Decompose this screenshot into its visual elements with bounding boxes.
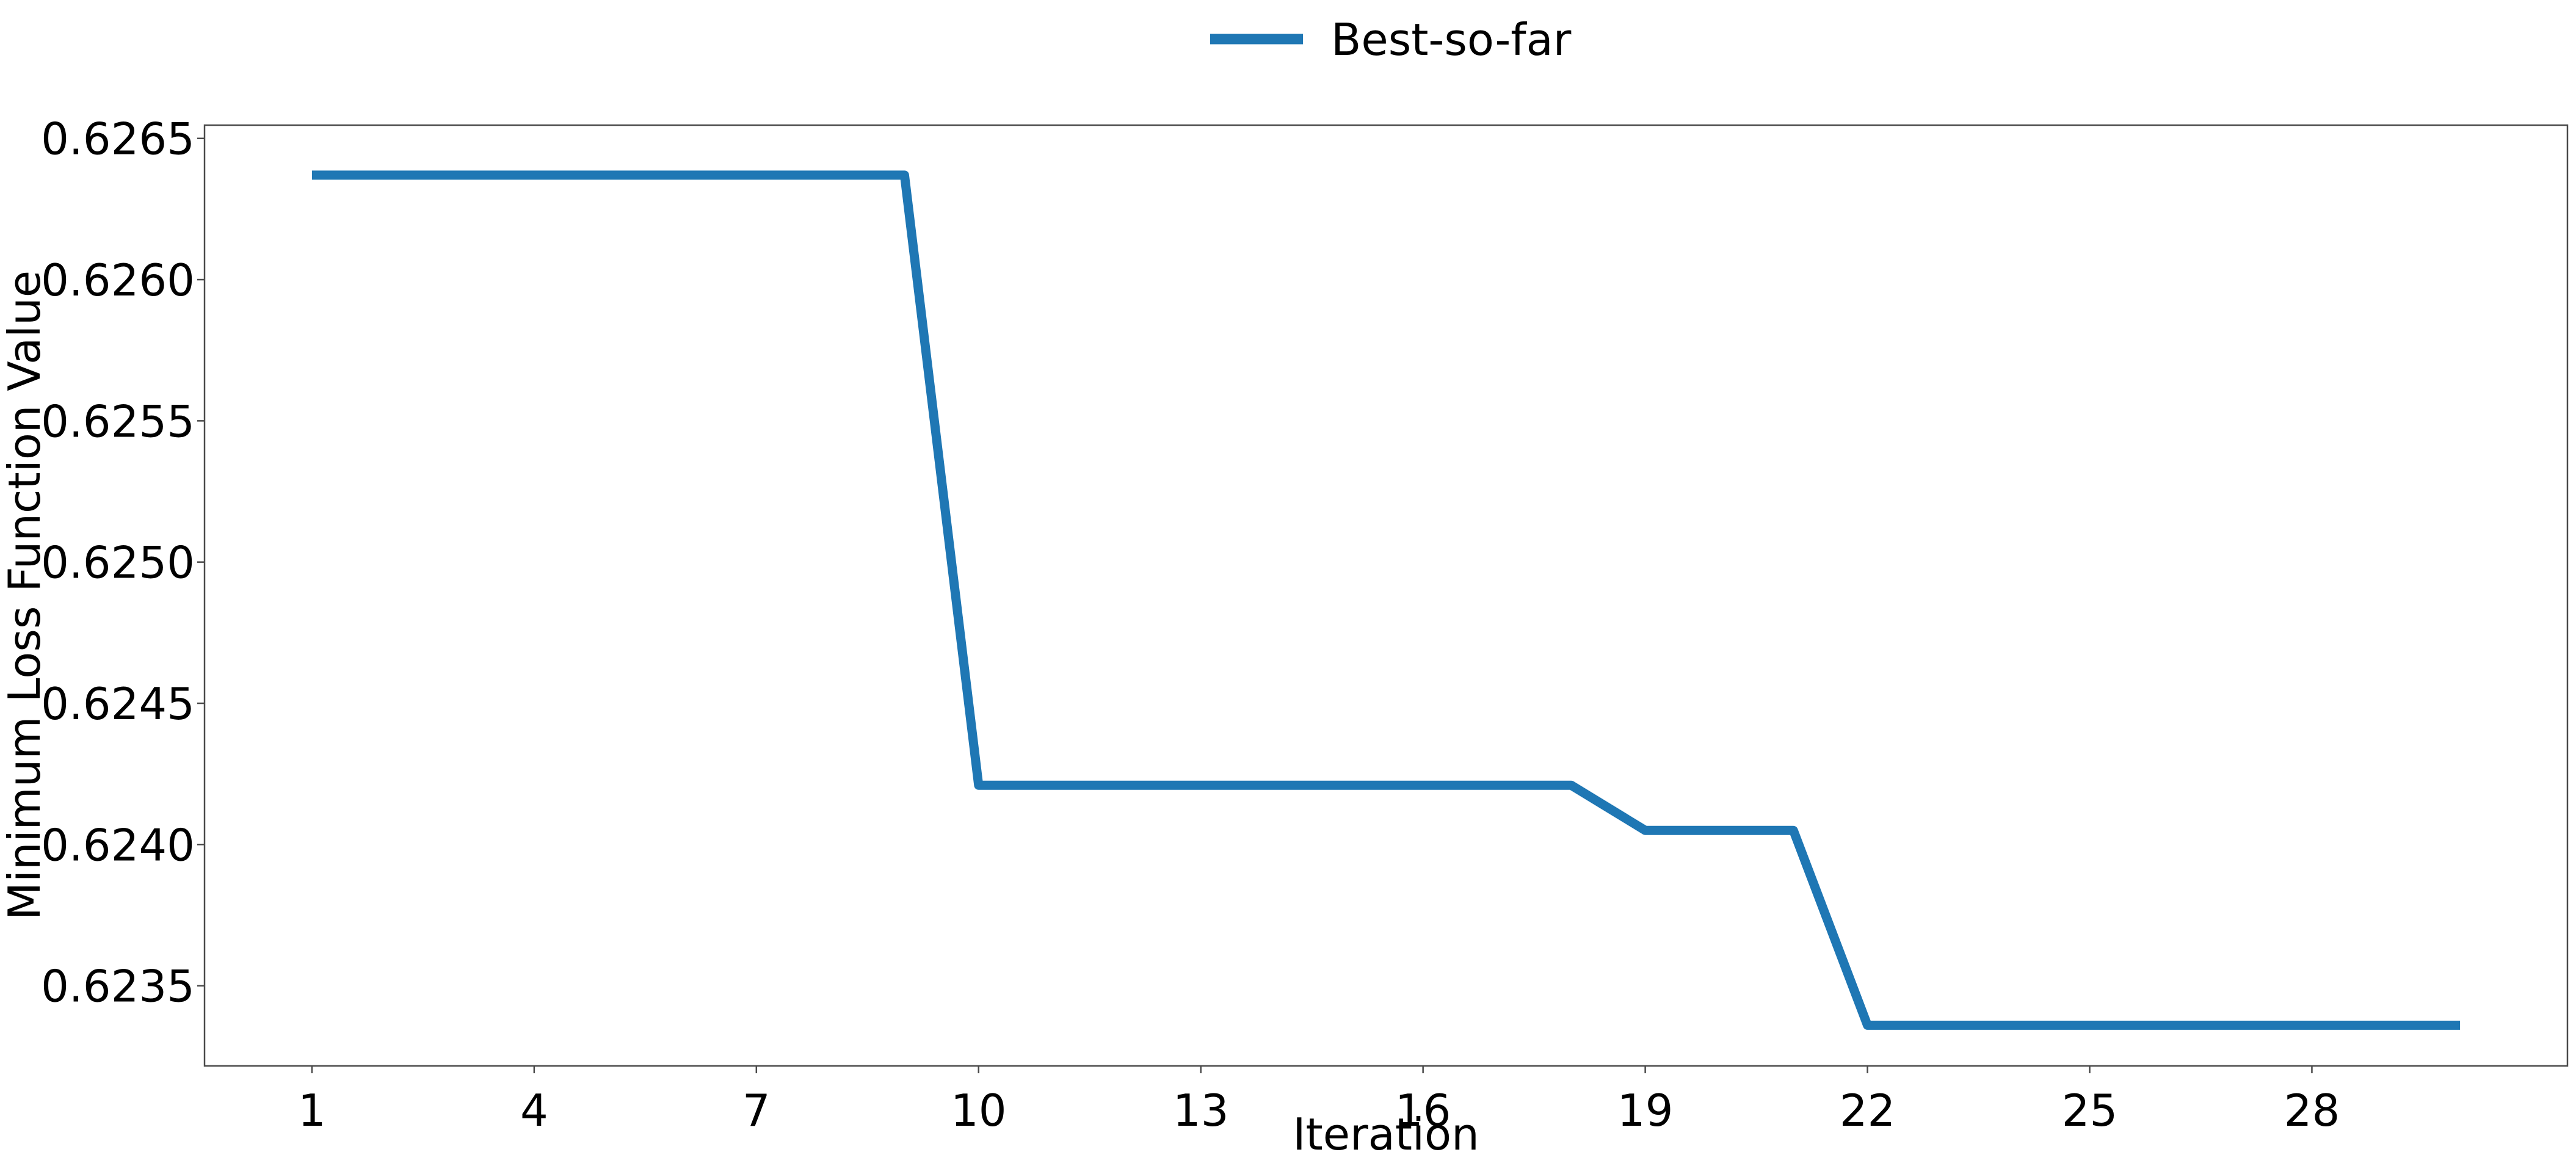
data-point bbox=[534, 175, 535, 176]
x-tick-label: 28 bbox=[2284, 1085, 2340, 1136]
plot-area-frame bbox=[203, 124, 2569, 1067]
x-tick-label: 19 bbox=[1617, 1085, 1674, 1136]
data-point bbox=[1423, 784, 1424, 786]
data-point bbox=[2089, 1024, 2091, 1026]
data-point bbox=[2312, 1024, 2313, 1026]
data-point bbox=[1052, 784, 1053, 786]
y-tick-label: 0.6235 bbox=[41, 961, 195, 1012]
y-tick-label: 0.6265 bbox=[41, 114, 195, 165]
data-point bbox=[1719, 830, 1720, 831]
data-point bbox=[830, 175, 831, 176]
data-point bbox=[1570, 784, 1572, 786]
data-point bbox=[1645, 830, 1646, 831]
data-point bbox=[1867, 1024, 1868, 1026]
legend-label-best-so-far: Best-so-far bbox=[1331, 14, 1572, 65]
x-tick-label: 4 bbox=[520, 1085, 548, 1136]
legend: Best-so-far bbox=[1210, 14, 1572, 65]
x-tick-label: 13 bbox=[1173, 1085, 1229, 1136]
y-tick-label: 0.6260 bbox=[41, 255, 195, 306]
y-tick-label: 0.6250 bbox=[41, 537, 195, 589]
x-tick-label: 16 bbox=[1395, 1085, 1451, 1136]
y-tick-label: 0.6255 bbox=[41, 396, 195, 447]
data-point bbox=[2459, 1024, 2461, 1026]
data-point bbox=[682, 175, 683, 176]
data-point bbox=[1348, 784, 1349, 786]
series-line-best-so-far bbox=[311, 170, 2461, 1030]
data-point bbox=[1274, 784, 1275, 786]
y-tick-label: 0.6245 bbox=[41, 678, 195, 730]
y-axis-label: Minimum Loss Function Value bbox=[0, 270, 50, 920]
data-point bbox=[2163, 1024, 2164, 1026]
data-point bbox=[1497, 784, 1498, 786]
data-point bbox=[2015, 1024, 2016, 1026]
data-point bbox=[608, 175, 609, 176]
data-point bbox=[1200, 784, 1202, 786]
x-axis-label: Iteration bbox=[1293, 1109, 1479, 1160]
data-point bbox=[1941, 1024, 1942, 1026]
data-point bbox=[311, 175, 313, 176]
x-axis-ticks: 1 4 7 10 13 16 19 22 25 28 bbox=[298, 1066, 2340, 1136]
data-point bbox=[460, 175, 461, 176]
data-point bbox=[2386, 1024, 2387, 1026]
x-tick-label: 10 bbox=[951, 1085, 1007, 1136]
data-point bbox=[2237, 1024, 2238, 1026]
data-point bbox=[756, 175, 757, 176]
data-point bbox=[1126, 784, 1127, 786]
x-tick-label: 25 bbox=[2062, 1085, 2118, 1136]
data-point bbox=[1793, 830, 1794, 831]
y-tick-label: 0.6240 bbox=[41, 819, 195, 871]
data-point bbox=[904, 175, 905, 176]
y-axis-ticks: 0.6235 0.6240 0.6245 0.6250 0.6255 0.6260 0.62… bbox=[41, 114, 205, 1012]
x-tick-label: 7 bbox=[742, 1085, 771, 1136]
data-point bbox=[978, 784, 979, 786]
data-point bbox=[385, 175, 386, 176]
series-points bbox=[311, 175, 2461, 1026]
x-tick-label: 22 bbox=[1840, 1085, 1896, 1136]
x-tick-label: 1 bbox=[298, 1085, 326, 1136]
